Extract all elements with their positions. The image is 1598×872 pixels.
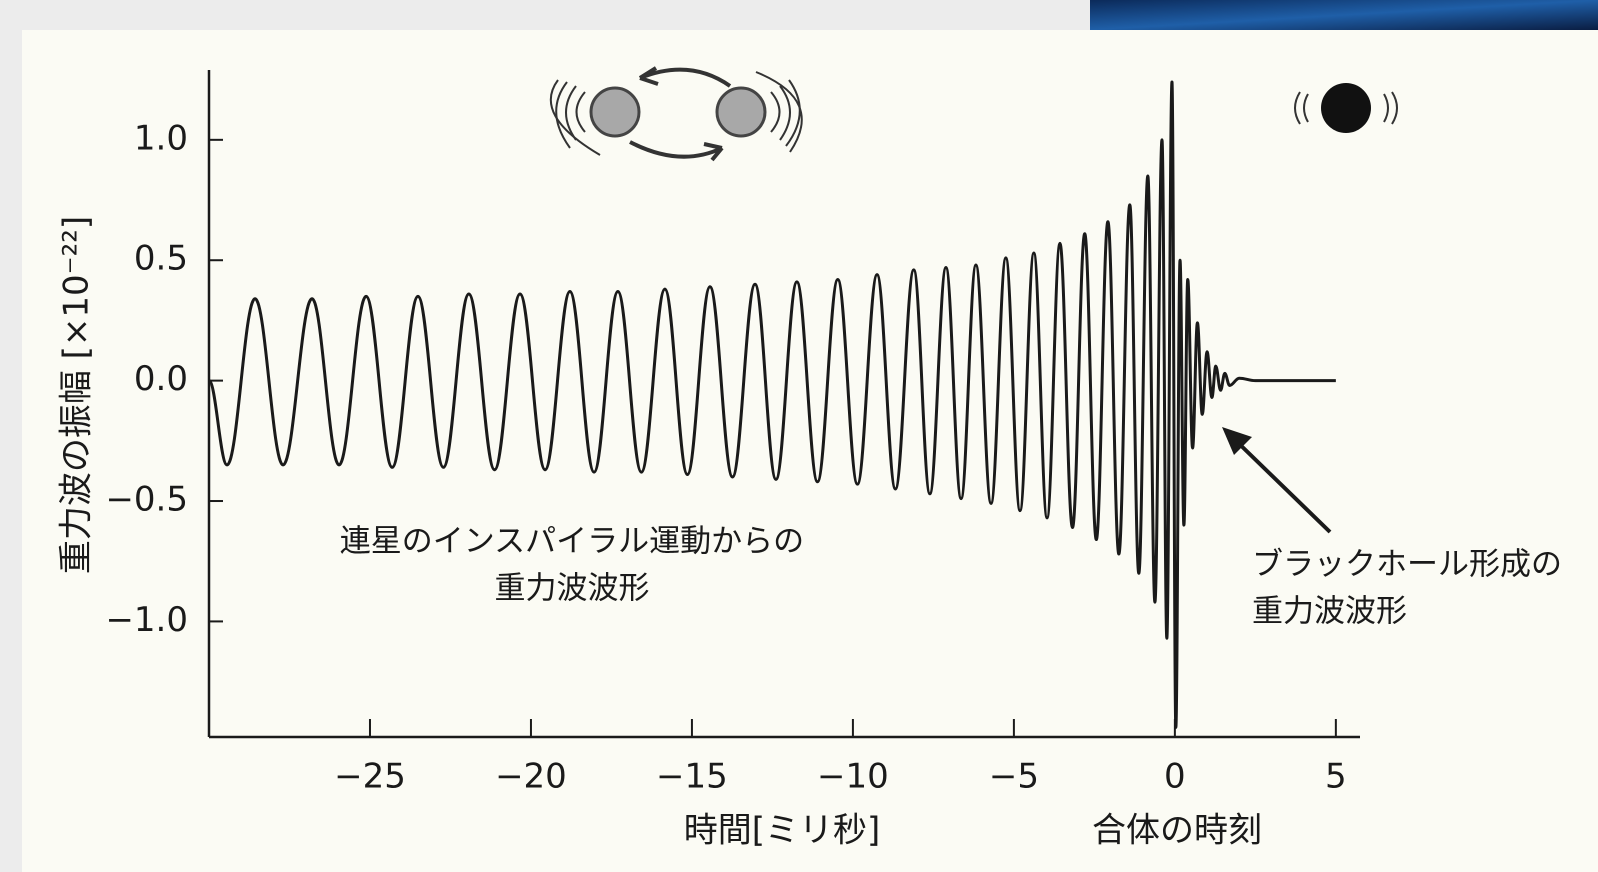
y-tick-label: −0.5 bbox=[105, 480, 188, 520]
y-tick-label: 0.5 bbox=[134, 239, 188, 279]
screen: 重力波の振幅 [×10⁻²²] 時間[ミリ秒] 連星のインスパイラル運動からの … bbox=[0, 0, 1598, 872]
annotation: 合体の時刻 bbox=[1092, 811, 1262, 851]
x-tick-label: 5 bbox=[1325, 757, 1347, 797]
header-image bbox=[1090, 0, 1598, 30]
y-tick-label: 1.0 bbox=[134, 118, 188, 158]
x-tick-label: −20 bbox=[495, 757, 567, 797]
y-tick-label: 0.0 bbox=[134, 359, 188, 399]
card bbox=[22, 30, 1598, 872]
x-tick-label: −5 bbox=[989, 757, 1039, 797]
x-tick-label: −25 bbox=[334, 757, 406, 797]
y-axis-title: 重力波の振幅 [×10⁻²²] bbox=[57, 216, 97, 574]
x-axis-title: 時間[ミリ秒] bbox=[684, 811, 881, 851]
x-tick-label: 0 bbox=[1164, 757, 1186, 797]
annotation: 連星のインスパイラル運動からの bbox=[340, 524, 804, 560]
annotation: 重力波波形 bbox=[495, 571, 650, 607]
x-tick-label: −15 bbox=[656, 757, 728, 797]
annotation: 重力波波形 bbox=[1252, 594, 1407, 630]
x-tick-label: −10 bbox=[817, 757, 889, 797]
y-tick-label: −1.0 bbox=[105, 600, 188, 640]
annotation: ブラックホール形成の bbox=[1252, 547, 1562, 583]
